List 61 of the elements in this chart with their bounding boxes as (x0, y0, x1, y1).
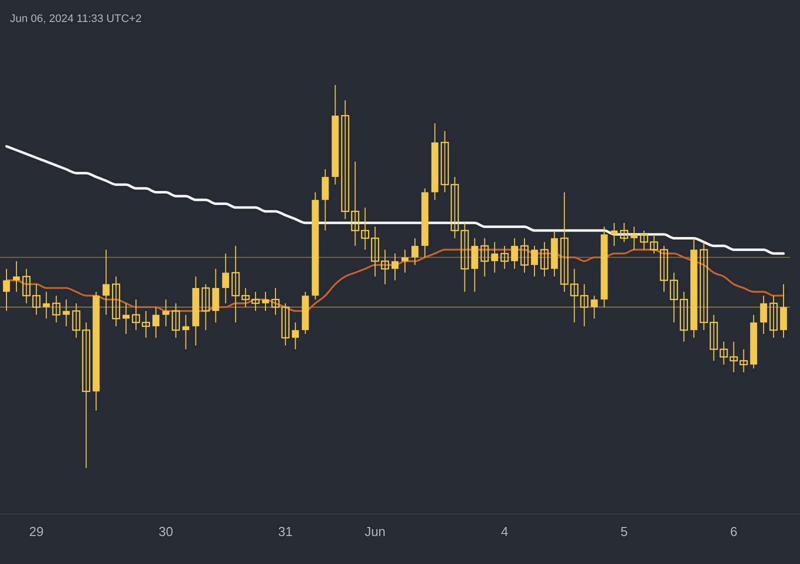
candlestick (401, 249, 408, 274)
candlestick (540, 242, 549, 277)
candlestick (132, 298, 140, 331)
candlestick (392, 253, 398, 281)
candlestick (222, 253, 230, 304)
candlestick (202, 284, 210, 331)
x-tick-label: 30 (158, 524, 174, 539)
candlestick (620, 222, 628, 243)
x-tick-label: 5 (620, 524, 628, 539)
candlestick (630, 226, 638, 250)
candlestick (112, 276, 120, 327)
candlestick (610, 222, 618, 246)
candlestick (22, 268, 30, 304)
candlestick (232, 245, 240, 323)
candlestick (380, 249, 390, 285)
candlestick (32, 284, 40, 316)
candlestick (530, 245, 538, 277)
candlestick (680, 291, 688, 342)
candlestick (511, 238, 518, 270)
candlestick (281, 302, 290, 346)
candlestick (152, 306, 160, 338)
candlestick (162, 298, 170, 327)
candlestick (42, 291, 50, 320)
candlestick (182, 314, 190, 350)
candlestick (52, 295, 60, 323)
x-tick-label: 4 (500, 524, 508, 539)
candlestick (590, 295, 598, 320)
x-tick-label: 6 (730, 524, 738, 539)
candlestick (471, 238, 478, 292)
candlestick (520, 238, 529, 274)
candlestick (491, 242, 498, 274)
candlestick (640, 230, 648, 250)
text: Jun 06, 2024 11:33 UTC+2 (10, 13, 142, 25)
candlestick (172, 302, 180, 338)
candlestick (142, 310, 150, 338)
candlestick (12, 260, 20, 292)
candlestick (480, 238, 489, 277)
candlestick (780, 284, 788, 338)
candlestick (2, 268, 10, 312)
candlestick (670, 272, 678, 323)
candlestick (322, 168, 329, 232)
candlestick (251, 291, 260, 312)
candlestick (122, 302, 130, 334)
candlestick (241, 287, 250, 308)
candlestick (760, 295, 768, 334)
candlestick (411, 238, 418, 266)
candlestick (262, 291, 269, 312)
x-tick-label: 31 (278, 524, 293, 539)
candlestick (212, 268, 220, 323)
candlestick (361, 207, 370, 250)
x-tick-label: Jun (364, 524, 386, 539)
candlestick (271, 287, 280, 316)
candlestick (292, 322, 299, 350)
candlestick (650, 234, 658, 254)
candlestick (102, 249, 110, 316)
candlestick (62, 298, 70, 327)
candlestick (769, 295, 778, 338)
candlestick (660, 245, 668, 292)
candlestick (500, 245, 509, 270)
candlestick (370, 226, 380, 277)
x-tick-label: 29 (29, 524, 44, 539)
